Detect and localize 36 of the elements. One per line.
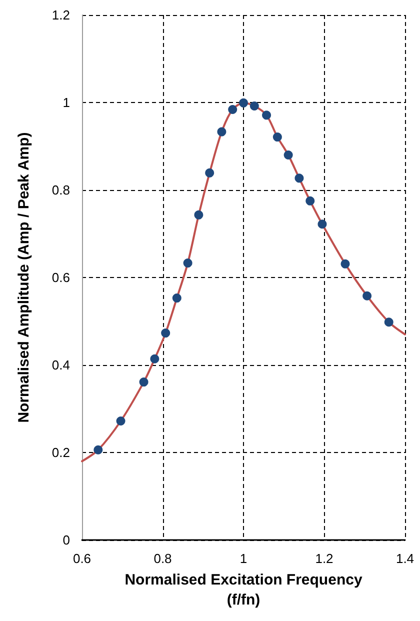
point <box>294 174 304 183</box>
point <box>262 110 272 120</box>
point <box>384 318 394 327</box>
point <box>284 150 293 160</box>
x-tick-label: 1.4 <box>396 551 414 566</box>
x-axis-title: Normalised Excitation Frequency (f/fn) <box>124 572 363 608</box>
y-axis-title: Normalised Amplitude (Amp / Peak Amp) <box>16 132 32 423</box>
point <box>318 220 327 229</box>
x-tick-label: 1.2 <box>315 551 334 566</box>
point <box>250 102 259 110</box>
y-tick-label: 1.2 <box>52 8 70 22</box>
point <box>239 98 248 108</box>
point <box>228 105 238 114</box>
point <box>272 132 282 142</box>
point <box>139 378 148 387</box>
point <box>172 294 182 303</box>
y-tick-label: 0 <box>62 532 70 548</box>
point <box>217 127 226 136</box>
y-tick-label: 0.4 <box>52 358 70 372</box>
point <box>161 328 170 338</box>
point <box>205 168 214 178</box>
point <box>362 291 372 300</box>
y-tick-label: 0.8 <box>52 182 70 198</box>
point <box>306 196 315 206</box>
point <box>194 210 204 220</box>
point <box>340 259 350 268</box>
point <box>150 354 160 364</box>
point <box>183 258 192 268</box>
x-tick-label: 0.8 <box>154 551 172 566</box>
point <box>94 445 103 454</box>
y-tick-label: 1 <box>62 95 70 110</box>
x-tick-label: 1 <box>240 551 248 566</box>
x-tick-label: 0.6 <box>72 551 92 566</box>
point <box>116 416 126 426</box>
y-tick-label: 0.2 <box>52 445 70 460</box>
y-tick-label: 0.6 <box>52 270 70 285</box>
